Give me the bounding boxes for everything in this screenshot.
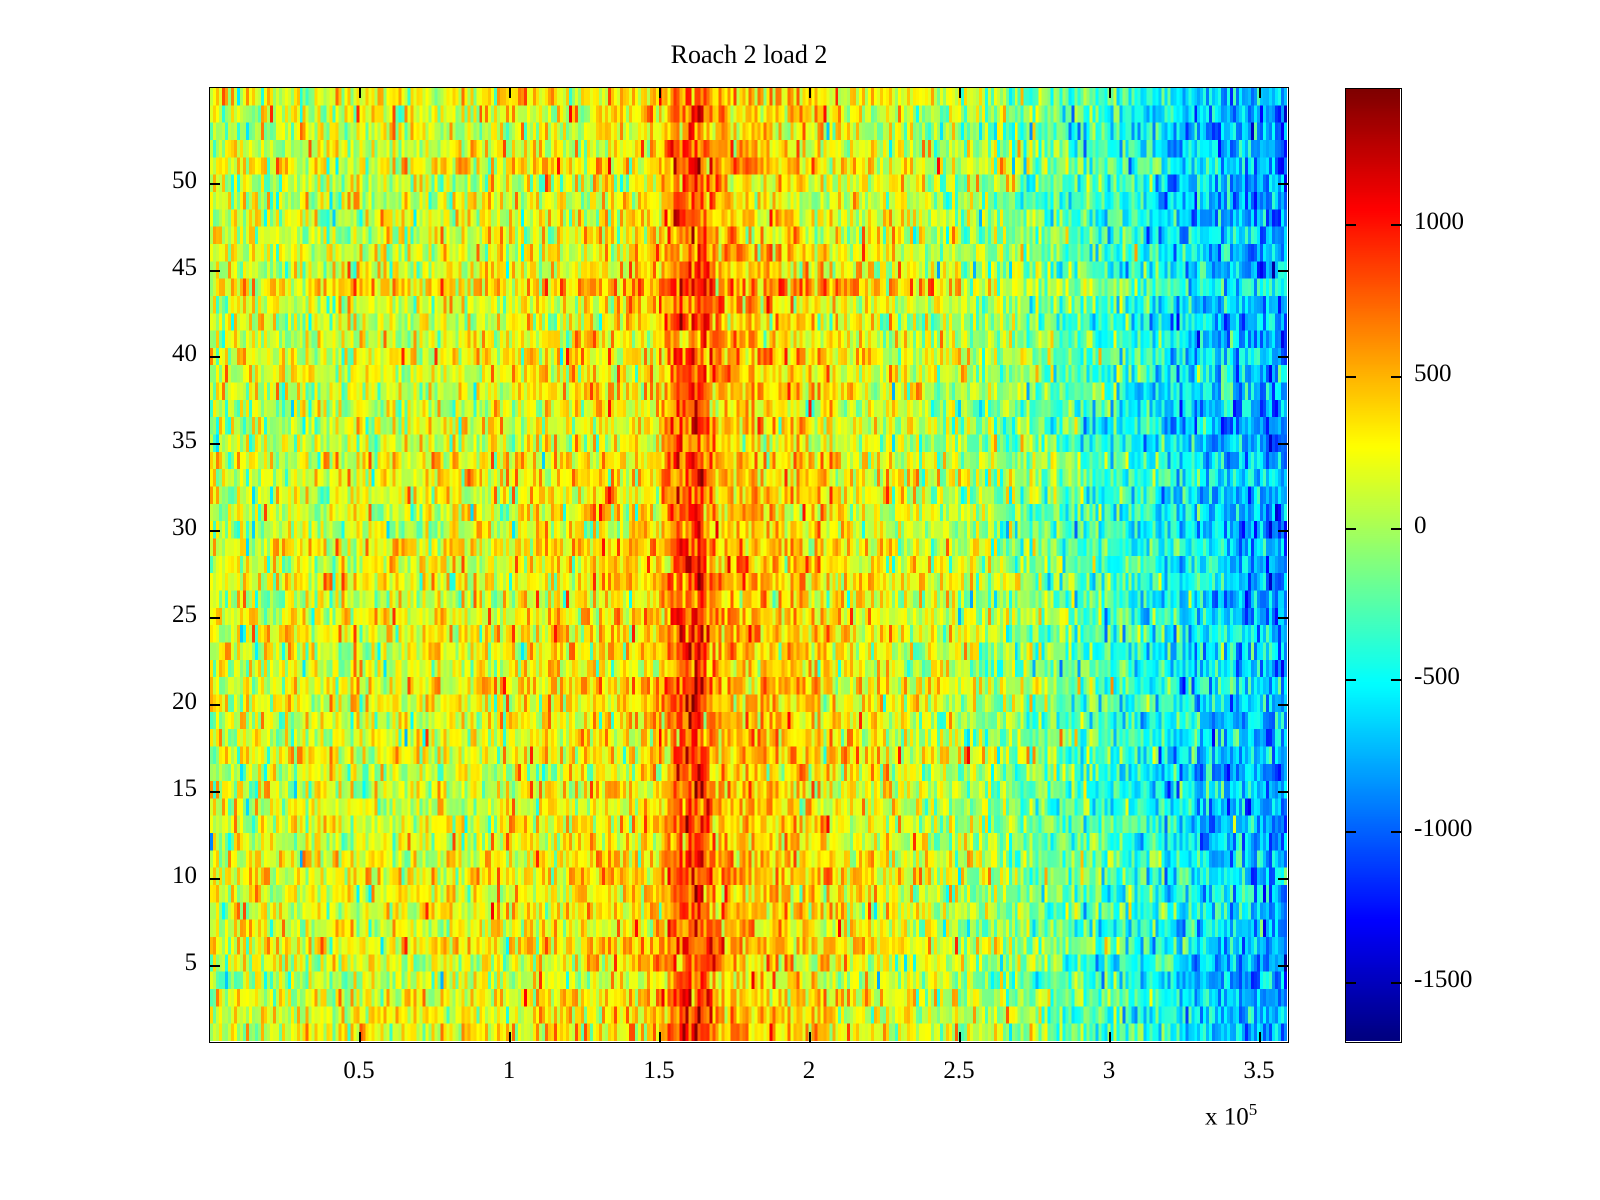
colorbar-tick-label: 500 [1414, 360, 1452, 388]
x-axis-tick [659, 88, 661, 98]
colorbar-tick [1346, 224, 1356, 227]
y-axis-tick [1278, 356, 1288, 359]
x-axis-tick-label: 1 [502, 1057, 516, 1084]
heatmap-axes[interactable] [209, 87, 1289, 1043]
x-axis-tick [1109, 88, 1111, 98]
colorbar-tick [1391, 830, 1401, 833]
colorbar-tick [1346, 982, 1356, 985]
y-axis-tick [1278, 964, 1288, 967]
y-axis-tick-label: 50 [172, 166, 197, 194]
y-axis-tick-label: 25 [172, 601, 197, 629]
colorbar[interactable] [1345, 88, 1402, 1043]
x-axis-tick [359, 1032, 361, 1042]
x-axis-tick [509, 1032, 511, 1042]
y-axis-tick [210, 877, 220, 880]
x-axis-tick [359, 88, 361, 98]
y-axis-tick [210, 443, 220, 446]
x-axis-tick [1109, 1032, 1111, 1042]
x-axis-tick-label: 0.5 [343, 1057, 375, 1084]
colorbar-tick [1346, 830, 1356, 833]
x-axis-tick [809, 1032, 811, 1042]
y-axis-tick-label: 40 [172, 340, 197, 368]
y-axis-tick [1278, 182, 1288, 185]
y-axis-tick [1278, 704, 1288, 707]
y-axis-tick-label: 45 [172, 253, 197, 281]
x-axis-tick [959, 1032, 961, 1042]
x-axis-tick-label: 2 [802, 1057, 816, 1084]
colorbar-tick [1346, 679, 1356, 682]
colorbar-tick-label: -500 [1414, 663, 1460, 691]
x-exponent-power: 5 [1248, 1100, 1258, 1119]
x-axis-tick-label: 2.5 [943, 1057, 975, 1084]
y-axis-tick-label: 10 [172, 861, 197, 889]
y-axis-tick [210, 964, 220, 967]
colorbar-tick-label: 1000 [1414, 208, 1464, 236]
y-axis-tick [210, 182, 220, 185]
y-axis-tick-label: 20 [172, 688, 197, 716]
colorbar-tick [1391, 527, 1401, 530]
colorbar-tick [1391, 224, 1401, 227]
x-axis-tick [509, 88, 511, 98]
y-axis-tick-label: 5 [184, 948, 198, 976]
x-axis-tick [809, 88, 811, 98]
heatmap-image [210, 88, 1287, 1041]
y-axis-tick [1278, 530, 1288, 533]
y-axis-tick [210, 530, 220, 533]
x-axis-tick [1259, 88, 1261, 98]
y-axis-tick [1278, 790, 1288, 793]
y-axis-tick [1278, 443, 1288, 446]
y-axis-tick [1278, 617, 1288, 620]
colorbar-tick-label: -1000 [1414, 814, 1473, 842]
x-axis-tick [659, 1032, 661, 1042]
y-axis-tick-label: 15 [172, 774, 197, 802]
y-axis-tick [210, 356, 220, 359]
colorbar-tick-label: 0 [1414, 511, 1427, 539]
x-axis-exponent-label: x 105 [1205, 1100, 1257, 1131]
y-axis-tick [210, 704, 220, 707]
x-axis-tick-label: 1.5 [643, 1057, 675, 1084]
y-axis-tick [210, 617, 220, 620]
page-title: Roach 2 load 2 [670, 40, 828, 69]
x-axis-tick [959, 88, 961, 98]
colorbar-gradient [1346, 89, 1400, 1041]
y-axis-tick [1278, 269, 1288, 272]
y-axis-tick [210, 790, 220, 793]
y-axis-tick-label: 30 [172, 514, 197, 542]
colorbar-tick-label: -1500 [1414, 966, 1473, 994]
colorbar-tick [1391, 679, 1401, 682]
colorbar-tick [1346, 376, 1356, 379]
x-exponent-mantissa: x 10 [1205, 1103, 1249, 1131]
colorbar-tick [1391, 982, 1401, 985]
x-axis-tick-label: 3 [1102, 1057, 1116, 1084]
colorbar-tick [1391, 376, 1401, 379]
x-axis-tick-label: 3.5 [1243, 1057, 1275, 1084]
y-axis-tick [1278, 877, 1288, 880]
y-axis-tick-label: 35 [172, 427, 197, 455]
y-axis-tick [210, 269, 220, 272]
x-axis-tick [1259, 1032, 1261, 1042]
colorbar-tick [1346, 527, 1356, 530]
